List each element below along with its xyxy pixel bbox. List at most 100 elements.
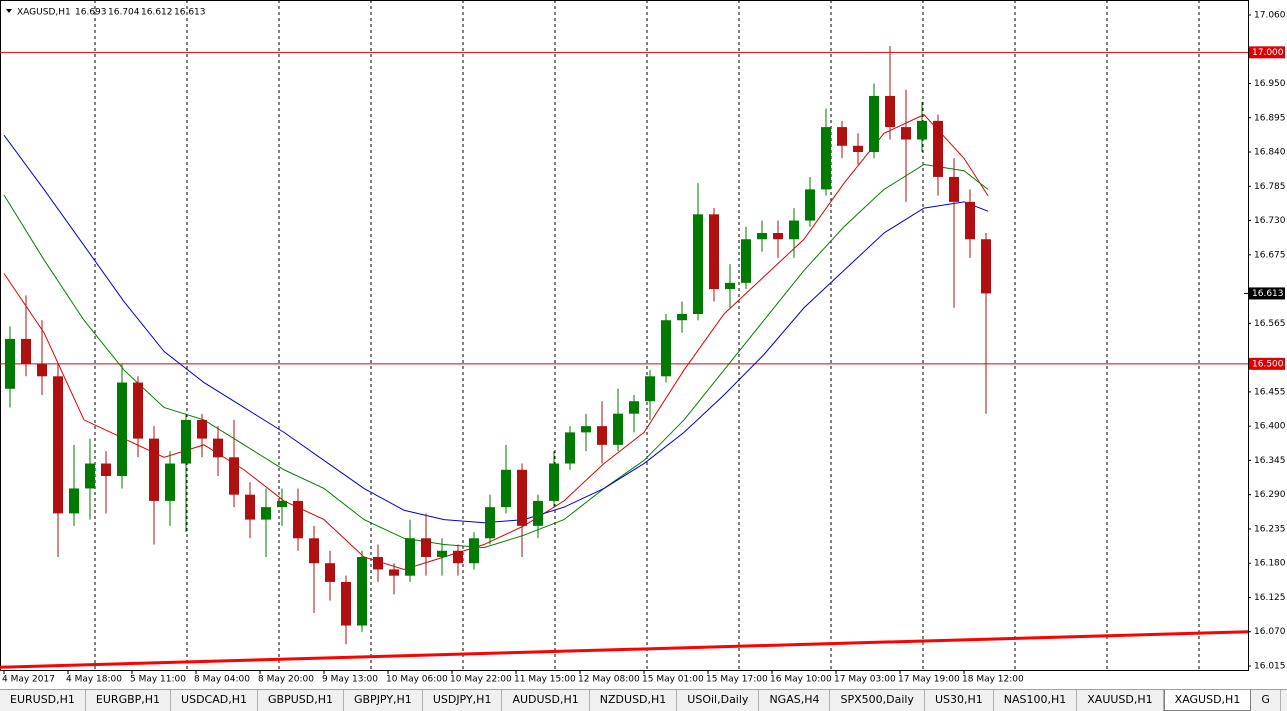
candle-body [901, 127, 911, 140]
header-price: 16.704 [108, 8, 140, 18]
level-tag [1249, 357, 1285, 370]
candle-body [533, 500, 543, 526]
symbol-tab[interactable]: NAS100,H1 [994, 690, 1078, 711]
x-tick-label: 4 May 18:00 [66, 675, 122, 685]
candle-body [693, 214, 703, 315]
candle-body [789, 220, 799, 240]
plot-frame [0, 0, 1249, 671]
level-label: 17.000 [1252, 48, 1284, 58]
level-label: 16.500 [1252, 359, 1284, 369]
symbol-tab[interactable]: XAUUSD,H1 [1077, 690, 1164, 711]
symbol-tab[interactable]: EURUSD,H1 [0, 690, 86, 711]
y-tick-label: 16.070 [1254, 627, 1286, 637]
candle-body [837, 127, 847, 146]
candle-body [517, 469, 527, 526]
candle-body [709, 214, 719, 290]
candle-body [133, 382, 143, 439]
candle-body [437, 550, 447, 557]
candle-body [661, 320, 671, 377]
chart: XAGUSD,H1 16.693 16.704 16.612 16.613 17.060… [0, 0, 1286, 685]
x-tick-label: 15 May 01:00 [642, 675, 704, 685]
candle-body [917, 120, 927, 140]
y-tick-label: 16.950 [1254, 79, 1286, 89]
symbol-tab[interactable]: NZDUSD,H1 [590, 690, 678, 711]
header: XAGUSD,H1 [17, 8, 71, 18]
y-tick-label: 16.455 [1254, 387, 1286, 397]
x-tick-label: 8 May 04:00 [194, 675, 250, 685]
candle-body [405, 538, 415, 576]
header-price: 16.612 [141, 8, 173, 18]
candle-body [293, 500, 303, 539]
symbol-tab[interactable]: G [1251, 690, 1281, 711]
candle-body [773, 233, 783, 240]
candle-body [501, 469, 511, 508]
candle-body [885, 95, 895, 128]
header-price: 16.613 [174, 8, 206, 18]
y-tick-label: 16.840 [1254, 148, 1286, 158]
candle-body [229, 457, 239, 495]
candle-body [69, 488, 79, 514]
candle-body [85, 463, 95, 489]
x-tick-label: 12 May 08:00 [578, 675, 640, 685]
header-price: 16.693 [75, 8, 107, 18]
moving-average [3, 163, 989, 549]
candle-body [485, 507, 495, 539]
symbol-tab[interactable]: NGAS,H4 [759, 690, 831, 711]
candle-body [357, 556, 367, 626]
y-tick-label: 16.015 [1254, 662, 1286, 672]
candle-body [453, 550, 463, 564]
candle-body [277, 500, 287, 508]
x-tick-label: 17 May 19:00 [898, 675, 960, 685]
moving-average [3, 134, 989, 524]
candle-body [373, 556, 383, 570]
moving-average [3, 114, 989, 570]
candle-body [565, 432, 575, 464]
x-tick-label: 15 May 17:00 [706, 675, 768, 685]
candle-body [245, 494, 255, 520]
candle-body [149, 438, 159, 501]
candle-body [261, 507, 271, 520]
symbol-tab[interactable]: XAGUSD,H1 [1163, 690, 1252, 711]
candle-body [933, 120, 943, 177]
y-tick-label: 17.060 [1254, 10, 1286, 20]
symbol-tab[interactable]: US30,H1 [925, 690, 994, 711]
candle-body [197, 419, 207, 439]
symbol-tab[interactable]: GBPUSD,H1 [258, 690, 344, 711]
symbol-tab[interactable]: SPX500,Daily [830, 690, 925, 711]
y-tick-label: 16.125 [1254, 593, 1286, 603]
candle-body [805, 189, 815, 221]
symbol: XAGUSD,H1 [17, 8, 71, 18]
candle-body [181, 419, 191, 464]
symbol-tab[interactable]: USDCAD,H1 [171, 690, 258, 711]
candle-body [853, 145, 863, 153]
symbol-tab[interactable]: AUDUSD,H1 [502, 690, 590, 711]
symbol-tab[interactable]: USOil,Daily [677, 690, 760, 711]
menu-arrow[interactable] [6, 9, 12, 13]
x-tick-label: 17 May 03:00 [834, 675, 896, 685]
candle-body [597, 426, 607, 445]
tab-bar: EURUSD,H1 EURGBP,H1 USDCAD,H1 GBPUSD,H1 GBPJ… [0, 689, 1287, 711]
candle-body [101, 463, 111, 476]
y-tick-label: 16.565 [1254, 319, 1286, 329]
candle-body [645, 376, 655, 402]
x-tick-label: 10 May 22:00 [450, 675, 512, 685]
candle-body [949, 176, 959, 202]
symbol-tab[interactable]: USDJPY,H1 [423, 690, 503, 711]
candle-body [53, 376, 63, 514]
candle-body [981, 239, 991, 294]
x-tick-label: 11 May 15:00 [514, 675, 576, 685]
x-tick-label: 10 May 06:00 [386, 675, 448, 685]
candle-body [389, 569, 399, 576]
y-tick-label: 16.785 [1254, 182, 1286, 192]
symbol-tab[interactable]: GBPJPY,H1 [344, 690, 423, 711]
y-tick-label: 16.290 [1254, 490, 1286, 500]
candle-body [629, 401, 639, 414]
candle-body [613, 413, 623, 445]
candle-body [741, 239, 751, 283]
x-tick-label: 8 May 20:00 [258, 675, 314, 685]
candle-body [549, 463, 559, 501]
candle-body [677, 314, 687, 321]
last-price-tag [1249, 287, 1285, 300]
symbol-tab[interactable]: EURGBP,H1 [86, 690, 172, 711]
y-tick-label: 16.345 [1254, 456, 1286, 466]
